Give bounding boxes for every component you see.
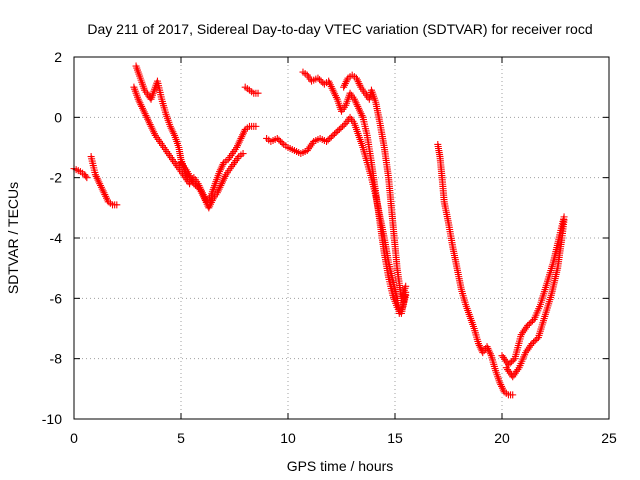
data-point <box>527 318 535 326</box>
data-point <box>191 181 199 189</box>
data-point <box>331 130 339 138</box>
x-tick-label: 0 <box>70 430 78 446</box>
data-point <box>508 358 516 366</box>
chart-title: Day 211 of 2017, Sidereal Day-to-day VTE… <box>87 21 592 37</box>
series-seg-i-lower <box>502 216 568 381</box>
x-tick-label: 20 <box>494 430 510 446</box>
data-point <box>339 122 347 130</box>
data-points <box>70 62 568 399</box>
data-point <box>193 183 201 191</box>
data-point <box>509 391 517 399</box>
data-point <box>277 137 285 145</box>
y-tick-label: -4 <box>50 230 63 246</box>
y-tick-label: -10 <box>42 411 62 427</box>
x-axis-label: GPS time / hours <box>287 458 394 474</box>
data-point <box>316 76 324 84</box>
data-point <box>506 359 514 367</box>
data-point <box>533 335 541 343</box>
data-point <box>327 133 335 141</box>
data-point <box>326 134 334 142</box>
data-point <box>332 128 340 136</box>
series-seg-c-mid <box>177 150 247 212</box>
x-tick-label: 10 <box>280 430 296 446</box>
data-point <box>531 337 539 345</box>
data-point <box>530 338 538 346</box>
series-seg-f <box>299 68 410 317</box>
data-point <box>314 74 322 82</box>
y-axis-label: SDTVAR / TECUs <box>5 182 21 294</box>
data-point <box>335 125 343 133</box>
data-point <box>278 139 286 147</box>
data-point <box>239 150 247 158</box>
data-point <box>275 136 283 144</box>
data-point <box>509 356 517 364</box>
data-point <box>273 134 281 142</box>
series-seg-h <box>434 140 517 399</box>
x-tick-label: 25 <box>601 430 617 446</box>
data-point <box>340 121 348 129</box>
data-point <box>83 174 91 182</box>
data-point <box>82 172 90 180</box>
data-point <box>317 77 325 85</box>
y-tick-label: -8 <box>50 351 63 367</box>
y-tick-label: 0 <box>54 109 62 125</box>
data-point <box>329 131 337 139</box>
x-tick-label: 15 <box>387 430 403 446</box>
data-point <box>113 201 121 209</box>
data-point <box>190 180 198 188</box>
data-point <box>324 136 332 144</box>
data-point <box>402 282 410 290</box>
x-tick-label: 5 <box>177 430 185 446</box>
data-point <box>254 89 262 97</box>
data-point <box>528 340 536 348</box>
data-point <box>323 137 331 145</box>
data-point <box>528 317 536 325</box>
data-point <box>337 124 345 132</box>
series-seg-a <box>70 165 91 182</box>
y-tick-label: 2 <box>54 49 62 65</box>
series-seg-g <box>340 71 410 302</box>
y-tick-label: -6 <box>50 290 63 306</box>
data-point <box>252 122 260 130</box>
data-point <box>560 216 568 224</box>
data-point <box>524 321 532 329</box>
y-tick-label: -2 <box>50 170 63 186</box>
series-seg-b <box>87 153 121 209</box>
series-seg-d <box>241 83 262 97</box>
data-point <box>334 127 342 135</box>
series-seg-c-lower <box>130 83 260 206</box>
data-point <box>525 320 533 328</box>
